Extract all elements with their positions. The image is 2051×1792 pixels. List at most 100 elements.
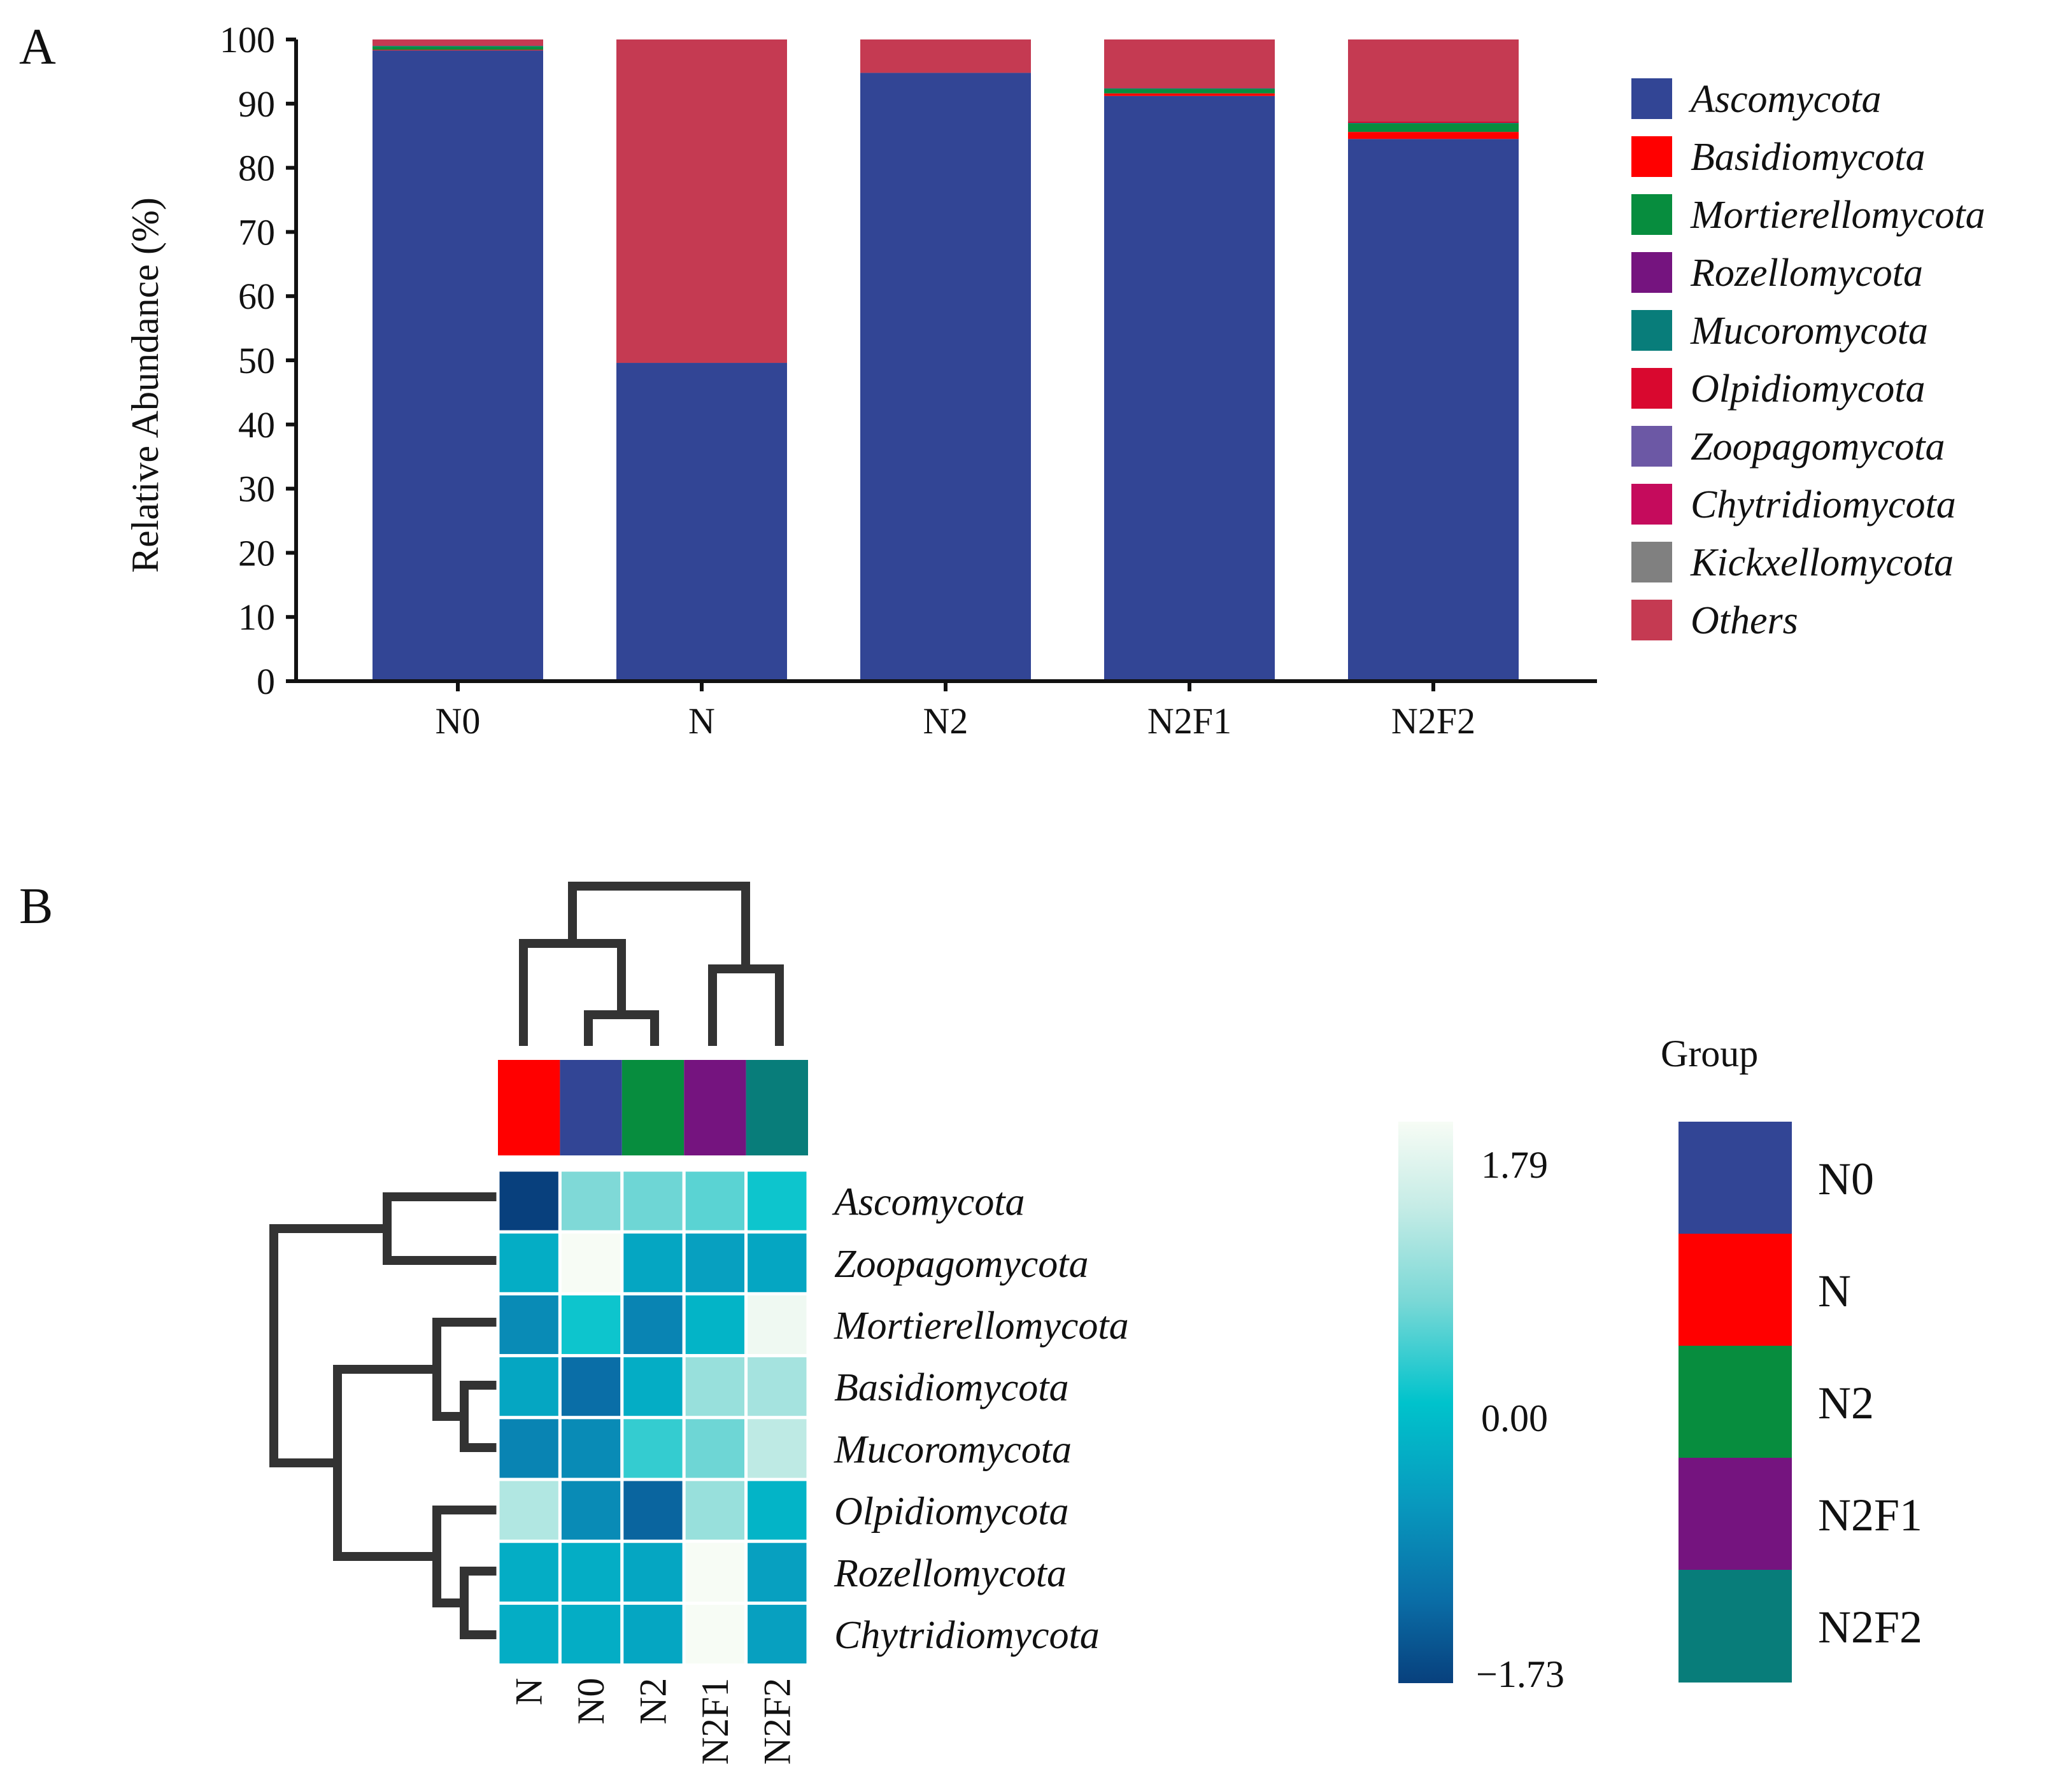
row-label-rozellomycota: Rozellomycota [834, 1552, 1067, 1595]
y-tick-label: 80 [238, 148, 275, 189]
group-legend-label-n2: N2 [1818, 1378, 1874, 1429]
bar-segment-n2f2-basidiomycota [1348, 132, 1519, 139]
y-tick-label: 60 [238, 276, 275, 317]
bar-segment-n2f2-mortierellomycota [1348, 123, 1519, 132]
row-label-olpidiomycota: Olpidiomycota [834, 1490, 1069, 1534]
heatmap-cell-mortierellomycota-n2 [620, 1292, 686, 1358]
group-legend-label-n0: N0 [1818, 1154, 1874, 1204]
row-label-chytridiomycota: Chytridiomycota [834, 1614, 1100, 1657]
heatmap-cell-chytridiomycota-n2f2 [744, 1601, 810, 1667]
heatmap-cell-chytridiomycota-n [496, 1601, 562, 1667]
legend-swatch-ascomycota [1631, 78, 1672, 119]
legend-swatch-basidiomycota [1631, 136, 1672, 177]
group-legend: Group N0 N N2 N2F1 N2F2 [1661, 1033, 1922, 1683]
y-tick-label: 20 [238, 532, 275, 574]
group-legend-swatch-n2f1 [1678, 1458, 1792, 1570]
heatmap-cell-rozellomycota-n0 [558, 1539, 624, 1605]
heatmap-cell-ascomycota-n2 [620, 1168, 686, 1234]
row-dendrogram-branch [460, 1567, 498, 1639]
bar-segment-n2f1-mortierellomycota [1104, 88, 1275, 94]
row-label-zoopagomycota: Zoopagomycota [834, 1243, 1089, 1286]
y-tick-label: 70 [238, 211, 275, 253]
row-dendrogram-branch [460, 1381, 498, 1452]
heatmap-cell-olpidiomycota-n0 [558, 1478, 624, 1543]
group-legend-swatch-n [1678, 1234, 1792, 1346]
legend-swatch-kickxellomycota [1631, 542, 1672, 582]
column-label-n0: N0 [570, 1678, 612, 1725]
heatmap-cell-basidiomycota-n2f1 [682, 1354, 748, 1420]
heatmap-cell-mucoromycota-n2f1 [682, 1416, 748, 1481]
legend-swatch-others [1631, 600, 1672, 640]
panel-b-label: B [19, 878, 53, 935]
panel-a-label: A [19, 19, 56, 75]
column-group-annotation [498, 1060, 808, 1155]
legend-swatch-zoopagomycota [1631, 426, 1672, 467]
panel-b-heatmap: B Ascomycota Zoopagomycota Mortierellomyco… [19, 878, 1922, 1765]
legend-swatch-chytridiomycota [1631, 484, 1672, 525]
legend-label-olpidiomycota: Olpidiomycota [1691, 367, 1926, 411]
y-tick-label: 10 [238, 596, 275, 638]
color-scale-min-label: −1.73 [1476, 1653, 1565, 1695]
panel-a-legend: Ascomycota Basidiomycota Mortierellomycota… [1631, 78, 1985, 642]
panel-a-bars [373, 39, 1519, 682]
heatmap-cell-basidiomycota-n [496, 1354, 562, 1420]
heatmap-cell-olpidiomycota-n2f1 [682, 1478, 748, 1543]
heatmap-cell-basidiomycota-n2 [620, 1354, 686, 1420]
group-legend-label-n2f2: N2F2 [1818, 1602, 1922, 1653]
heatmap-cell-ascomycota-n [496, 1168, 562, 1234]
group-legend-swatch-n0 [1678, 1122, 1792, 1234]
group-legend-label-n2f1: N2F1 [1818, 1490, 1922, 1541]
panel-a-stacked-bar-chart: A Relative Abundance (%) 0 10 20 30 40 50 60 70… [19, 19, 1985, 742]
row-dendrogram-branch [383, 1192, 498, 1265]
panel-a-x-tick-labels: N0 N N2 N2F1 N2F2 [436, 681, 1475, 742]
color-scale-bar [1398, 1122, 1453, 1683]
x-tick-label-n0: N0 [436, 700, 481, 742]
column-label-n: N [508, 1678, 550, 1705]
column-label-n2: N2 [632, 1678, 674, 1725]
heatmap-cell-rozellomycota-n2f1 [682, 1539, 748, 1605]
heatmap-column-labels: N N0 N2 N2F1 N2F2 [508, 1678, 798, 1765]
group-annotation-n2f1 [684, 1060, 746, 1155]
heatmap-cell-rozellomycota-n [496, 1539, 562, 1605]
heatmap-cell-basidiomycota-n0 [558, 1354, 624, 1420]
heatmap-cell-ascomycota-n2f1 [682, 1168, 748, 1234]
bar-segment-n2f1-basidiomycota [1104, 93, 1275, 96]
column-dendrogram-branch [519, 939, 626, 1046]
group-legend-title: Group [1661, 1033, 1758, 1075]
color-scale: 1.79 0.00 −1.73 [1398, 1122, 1565, 1695]
row-dendrogram-branch [333, 1365, 437, 1561]
heatmap-cells [496, 1168, 810, 1667]
column-label-n2f1: N2F1 [694, 1678, 736, 1765]
column-dendrogram-branch [568, 882, 750, 969]
y-tick-label: 50 [238, 340, 275, 381]
heatmap-cell-chytridiomycota-n2f1 [682, 1601, 748, 1667]
column-dendrogram-branch [708, 964, 784, 1046]
legend-swatch-olpidiomycota [1631, 368, 1672, 409]
group-legend-swatch-n2f2 [1678, 1570, 1792, 1683]
heatmap-cell-chytridiomycota-n2 [620, 1601, 686, 1667]
heatmap-cell-mucoromycota-n0 [558, 1416, 624, 1481]
heatmap-cell-mortierellomycota-n0 [558, 1292, 624, 1358]
bar-segment-n2f1-others [1104, 39, 1275, 88]
row-dendrogram [269, 1192, 498, 1639]
legend-label-rozellomycota: Rozellomycota [1690, 251, 1923, 295]
row-label-mucoromycota: Mucoromycota [834, 1428, 1072, 1471]
heatmap-cell-mortierellomycota-n2f2 [744, 1292, 810, 1358]
legend-label-others: Others [1691, 599, 1798, 642]
heatmap-cell-mucoromycota-n2f2 [744, 1416, 810, 1481]
legend-swatch-mucoromycota [1631, 310, 1672, 351]
bar-segment-n0-mortierellomycota [373, 46, 543, 50]
heatmap-cell-mucoromycota-n [496, 1416, 562, 1481]
panel-a-y-axis-title: Relative Abundance (%) [124, 197, 166, 573]
bar-segment-n-ascomycota [616, 363, 787, 681]
column-dendrogram-branch [584, 1010, 659, 1046]
legend-label-kickxellomycota: Kickxellomycota [1690, 541, 1954, 584]
color-scale-mid-label: 0.00 [1481, 1397, 1548, 1439]
heatmap-cell-zoopagomycota-n2 [620, 1230, 686, 1295]
row-label-mortierellomycota: Mortierellomycota [834, 1304, 1129, 1348]
y-tick-label: 90 [238, 83, 275, 125]
heatmap-cell-olpidiomycota-n [496, 1478, 562, 1543]
bar-segment-n2-others [860, 39, 1031, 73]
heatmap-cell-chytridiomycota-n0 [558, 1601, 624, 1667]
